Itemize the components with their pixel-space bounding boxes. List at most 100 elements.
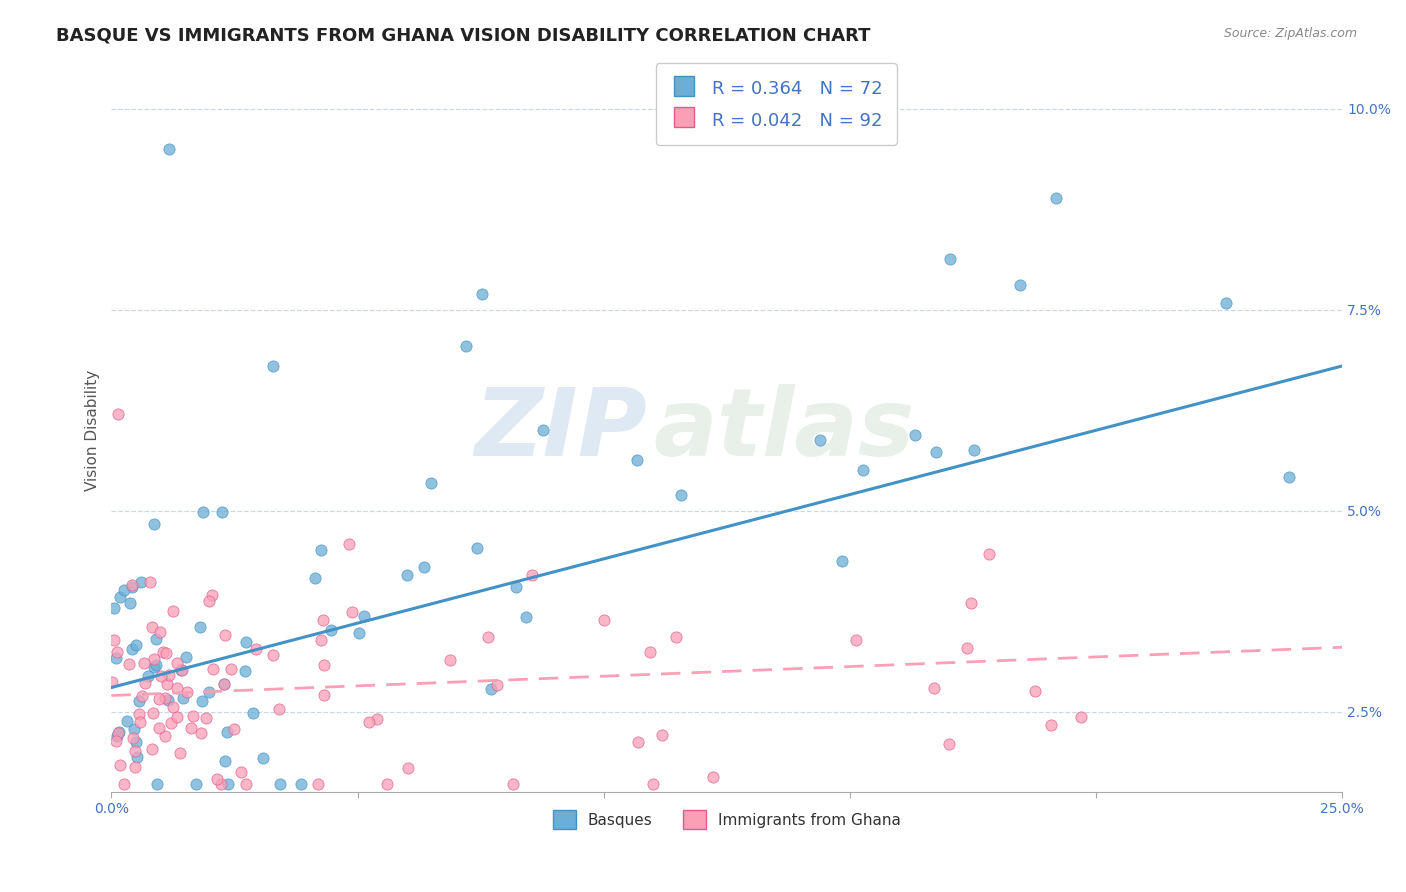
Point [141,742,163,756]
Point [142,652,165,666]
Point [190,726,212,740]
Point [312,658,335,673]
Point [176,685,198,699]
Point [156,693,179,707]
Point [641,777,664,791]
Point [347,625,370,640]
Point [157,142,180,156]
Point [125,750,148,764]
Point [242,706,264,721]
Point [129,715,152,730]
Point [148,721,170,735]
Point [107,645,129,659]
Point [184,777,207,791]
Point [117,714,139,728]
Point [214,754,236,768]
Point [269,777,291,791]
Point [959,596,981,610]
Point [166,710,188,724]
Point [939,252,962,266]
Point [531,423,554,437]
Text: Source: ZipAtlas.com: Source: ZipAtlas.com [1223,27,1357,40]
Point [105,729,128,743]
Point [290,777,312,791]
Point [467,541,489,556]
Point [1008,278,1031,293]
Point [134,656,156,670]
Point [108,757,131,772]
Point [129,574,152,589]
Point [162,604,184,618]
Point [141,619,163,633]
Point [702,770,724,784]
Point [103,632,125,647]
Point [118,657,141,671]
Point [366,712,388,726]
Point [148,692,170,706]
Point [233,664,256,678]
Point [456,338,478,352]
Point [160,716,183,731]
Text: BASQUE VS IMMIGRANTS FROM GHANA VISION DISABILITY CORRELATION CHART: BASQUE VS IMMIGRANTS FROM GHANA VISION D… [56,27,870,45]
Point [215,724,238,739]
Point [245,641,267,656]
Point [191,694,214,708]
Point [505,580,527,594]
Point [321,623,343,637]
Point [938,737,960,751]
Point [212,677,235,691]
Point [439,653,461,667]
Point [128,693,150,707]
Point [103,601,125,615]
Point [156,677,179,691]
Point [831,553,853,567]
Point [307,777,329,791]
Point [181,708,204,723]
Point [471,286,494,301]
Point [142,706,165,720]
Legend: Basques, Immigrants from Ghana: Basques, Immigrants from Ghana [547,804,907,835]
Point [665,630,688,644]
Point [420,476,443,491]
Point [337,537,360,551]
Point [125,735,148,749]
Point [1278,469,1301,483]
Point [235,777,257,791]
Point [217,777,239,791]
Point [180,721,202,735]
Point [515,609,537,624]
Point [593,613,616,627]
Point [267,702,290,716]
Point [149,669,172,683]
Point [231,764,253,779]
Point [904,427,927,442]
Point [1024,684,1046,698]
Point [211,505,233,519]
Point [153,690,176,705]
Point [309,542,332,557]
Point [477,631,499,645]
Point [118,596,141,610]
Point [195,711,218,725]
Point [198,685,221,699]
Point [162,699,184,714]
Point [176,649,198,664]
Point [219,662,242,676]
Text: ZIP: ZIP [474,384,647,476]
Point [145,632,167,647]
Point [153,729,176,743]
Point [212,677,235,691]
Point [638,645,661,659]
Point [131,689,153,703]
Point [252,751,274,765]
Point [520,568,543,582]
Point [202,662,225,676]
Point [107,724,129,739]
Point [845,632,868,647]
Point [357,715,380,730]
Point [304,571,326,585]
Point [342,605,364,619]
Point [205,772,228,786]
Point [188,620,211,634]
Point [1070,709,1092,723]
